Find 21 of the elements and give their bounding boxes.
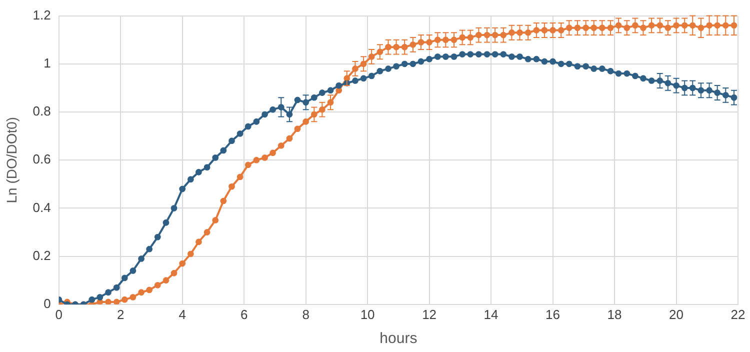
x-tick-label: 20 — [669, 306, 684, 322]
x-tick-label: 12 — [422, 306, 437, 322]
x-tick-label: 6 — [240, 306, 248, 322]
y-tick-label: 0.8 — [32, 104, 51, 119]
y-axis-title: Ln (DO/DOt0) — [3, 116, 20, 204]
y-tick-label: 1 — [44, 55, 51, 70]
x-tick-label: 22 — [730, 306, 746, 322]
x-tick-label: 4 — [178, 306, 186, 322]
x-tick-label: 14 — [484, 306, 498, 322]
y-tick-label: 1.2 — [32, 7, 51, 22]
x-tick-label: 10 — [360, 306, 375, 322]
y-tick-label: 0 — [44, 296, 51, 311]
x-axis-title: hours — [380, 330, 418, 348]
x-tick-label: 0 — [55, 306, 62, 322]
x-tick-label: 8 — [302, 306, 310, 322]
x-tick-label: 18 — [607, 306, 622, 322]
x-tick-label: 2 — [116, 306, 124, 322]
y-tick-label: 0.2 — [32, 248, 51, 263]
x-tick-label: 16 — [546, 306, 560, 322]
y-tick-label: 0.6 — [32, 152, 51, 167]
y-tick-label: 0.4 — [32, 200, 51, 215]
